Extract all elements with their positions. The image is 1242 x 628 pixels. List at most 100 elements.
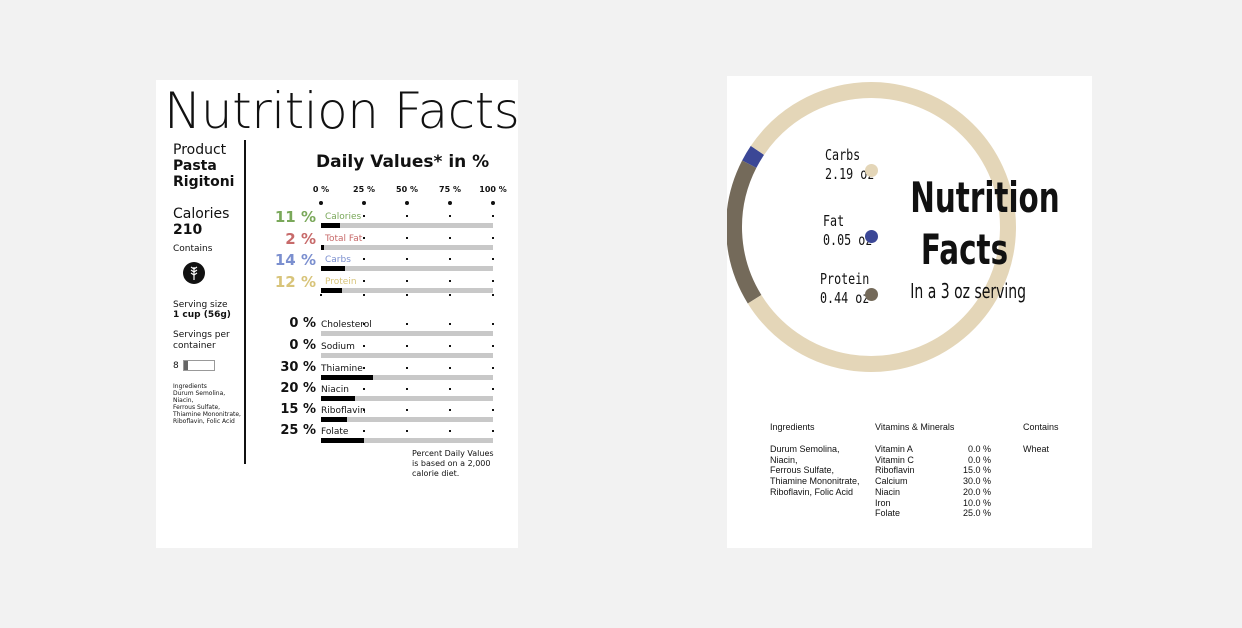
grid-dot xyxy=(449,409,451,411)
tick-label: 75 % xyxy=(439,185,461,194)
tick-marker xyxy=(405,201,409,205)
tick-label: 25 % xyxy=(353,185,375,194)
bar xyxy=(321,375,373,380)
vitamin-name: Vitamin C xyxy=(875,454,914,465)
category-label: Cholesterol xyxy=(321,320,372,330)
grid-dot xyxy=(492,323,494,325)
grid-dot xyxy=(449,280,451,282)
vitamin-row: Folate 25.0 % xyxy=(875,508,991,519)
grid-dot xyxy=(363,280,365,282)
value-label: 20 % xyxy=(280,381,316,396)
legend-label: Protein xyxy=(820,270,870,288)
ingredients-block: Ingredients Durum Semolina, Niacin, Ferr… xyxy=(173,383,243,425)
grid-dot xyxy=(492,237,494,239)
grid-dot xyxy=(363,345,365,347)
ingredients-header: Ingredients xyxy=(770,422,815,432)
category-label: Calories xyxy=(325,212,362,222)
grid-dot xyxy=(406,430,408,432)
servings-label-line-2: container xyxy=(173,341,216,351)
legend-dot-fat xyxy=(865,230,878,243)
servings-per-container-value: 8 xyxy=(173,360,179,371)
contains-header: Contains xyxy=(1023,422,1059,432)
tick-label: 0 % xyxy=(312,185,330,194)
donut-title-line-2: Facts xyxy=(920,225,1009,274)
legend-dot-carbs xyxy=(865,164,878,177)
bar-track xyxy=(321,438,493,443)
grid-dot xyxy=(363,237,365,239)
category-label: Total Fat xyxy=(325,234,363,244)
grid-dot xyxy=(406,237,408,239)
legend-value: 0.44 oz xyxy=(820,289,870,307)
vitamin-value: 0.0 % xyxy=(967,444,991,454)
tick-label: 50 % xyxy=(396,185,418,194)
legend-item-fat: Fat 0.05 oz xyxy=(823,212,872,250)
ingredients-line: Niacin, xyxy=(770,454,798,465)
vitamin-value: 15.0 % xyxy=(962,465,991,476)
value-label: 11 % xyxy=(274,208,316,226)
vertical-divider xyxy=(244,140,246,464)
vitamins-list: Vitamin A 0.0 % Vitamin C 0.0 % Riboflavin 15… xyxy=(875,444,991,519)
bar-track xyxy=(321,288,493,293)
page-title: Nutrition Facts xyxy=(164,82,520,140)
legend-label: Fat xyxy=(823,212,845,230)
grid-dot xyxy=(492,215,494,217)
product-name-line-2: Rigitoni xyxy=(173,174,235,190)
grid-dot xyxy=(406,323,408,325)
bar-track xyxy=(321,417,493,422)
bar-track xyxy=(321,375,493,380)
grid-dot xyxy=(492,409,494,411)
grid-dot xyxy=(449,237,451,239)
legend-item-protein: Protein 0.44 oz xyxy=(820,270,869,308)
ingredients-line: Durum Semolina, xyxy=(770,444,840,454)
vitamin-name: Folate xyxy=(875,508,901,519)
daily-values-title: Daily Values* in % xyxy=(316,152,490,172)
calories-label: Calories xyxy=(173,206,230,222)
wheat-icon xyxy=(183,262,205,284)
vitamin-row: Niacin 20.0 % xyxy=(875,487,991,498)
bar-track xyxy=(321,331,493,336)
legend-item-carbs: Carbs 2.19 oz xyxy=(825,146,874,184)
ingredients-line: Ferrous Sulfate, xyxy=(173,404,221,411)
ingredients-line: Ferrous Sulfate, xyxy=(770,465,835,476)
bar-track xyxy=(321,266,493,271)
grid-dot xyxy=(363,215,365,217)
value-label: 12 % xyxy=(274,273,316,291)
bar-track xyxy=(321,245,493,250)
grid-dot xyxy=(449,323,451,325)
tick-marker xyxy=(362,201,366,205)
vitamin-row: Iron 10.0 % xyxy=(875,498,991,509)
vitamin-name: Vitamin A xyxy=(875,444,913,454)
grid-dot xyxy=(492,258,494,260)
vitamin-value: 30.0 % xyxy=(962,476,991,487)
legend-dot-protein xyxy=(865,288,878,301)
value-label: 25 % xyxy=(280,423,316,438)
ingredients-line: Riboflavin, Folic Acid xyxy=(770,486,854,497)
value-label: 14 % xyxy=(274,251,316,269)
bar xyxy=(321,223,340,228)
tick-marker xyxy=(448,201,452,205)
serving-size-value: 1 cup (56g) xyxy=(173,310,231,320)
vitamins-header: Vitamins & Minerals xyxy=(875,422,955,432)
grid-dot xyxy=(492,280,494,282)
vitamin-row: Calcium 30.0 % xyxy=(875,476,991,487)
grid-dot xyxy=(406,280,408,282)
bar xyxy=(321,245,325,250)
grid-dot xyxy=(363,294,365,296)
product-label: Product xyxy=(173,142,227,158)
vitamin-name: Calcium xyxy=(875,476,908,487)
grid-dot xyxy=(363,430,365,432)
donut-slice-carbs xyxy=(747,82,1016,372)
vitamin-value: 0.0 % xyxy=(967,454,991,465)
serving-size-label: Serving size xyxy=(173,300,228,310)
vitamin-value: 20.0 % xyxy=(962,486,991,497)
grid-dot xyxy=(363,388,365,390)
grid-dot xyxy=(363,258,365,260)
donut-title: Nutrition Facts xyxy=(910,172,1060,276)
donut-title-line-1: Nutrition xyxy=(910,173,1060,222)
bar xyxy=(321,417,347,422)
grid-dot xyxy=(449,367,451,369)
value-label: 15 % xyxy=(280,402,316,417)
tick-label: 100 % xyxy=(479,185,507,194)
grid-dot xyxy=(449,294,451,296)
grid-dot xyxy=(449,345,451,347)
